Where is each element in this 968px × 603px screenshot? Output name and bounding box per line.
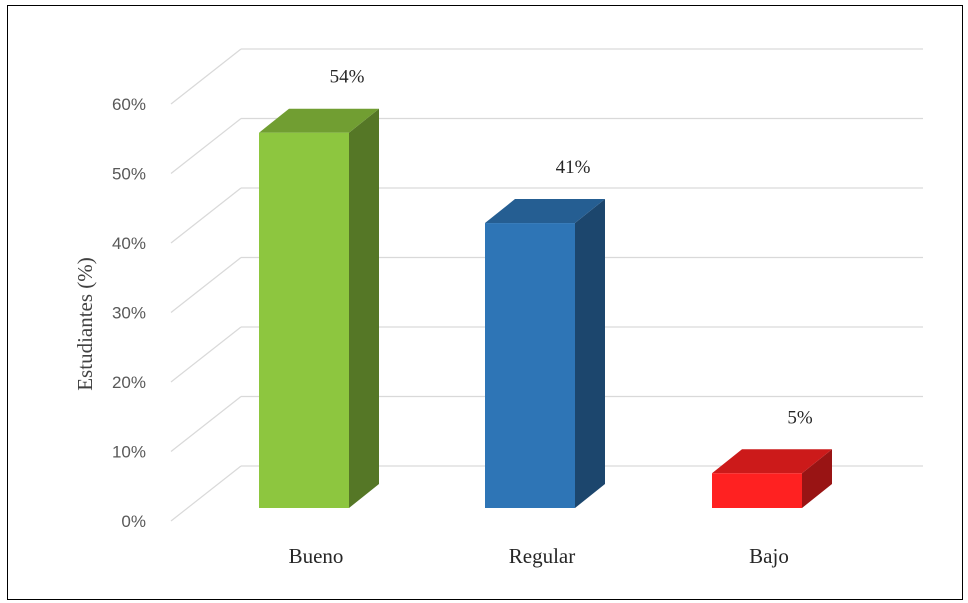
bar-top xyxy=(485,199,605,224)
category-label: Bueno xyxy=(289,544,344,568)
gridline-diagonal xyxy=(170,396,242,452)
gridline-diagonal xyxy=(170,187,242,244)
bar-side xyxy=(349,108,379,508)
gridline-diagonal xyxy=(170,48,242,105)
category-label: Regular xyxy=(509,544,575,568)
x-axis-categories: Bueno Regular Bajo xyxy=(289,544,789,568)
bar-front xyxy=(485,223,575,509)
bar-side xyxy=(802,449,832,508)
y-tick-label: 40% xyxy=(112,234,146,253)
data-label: 5% xyxy=(787,407,813,428)
y-axis-label: Estudiantes (%) xyxy=(73,257,97,391)
bar-front xyxy=(259,132,349,508)
y-tick-label: 0% xyxy=(121,512,146,531)
bars: 54% 41% 5% xyxy=(259,67,832,509)
y-tick-label: 50% xyxy=(112,165,146,184)
bar-bajo: 5% xyxy=(712,407,832,508)
bar-top xyxy=(259,108,379,133)
bar-side xyxy=(575,199,605,509)
data-label: 54% xyxy=(330,67,365,88)
chart-frame: 0% 10% 20% 30% 40% 50% 60% Estudiantes (%) 54%… xyxy=(7,5,963,600)
y-tick-label: 20% xyxy=(112,373,146,392)
gridline-diagonal xyxy=(170,465,242,522)
bar-front xyxy=(712,473,802,508)
bar-regular: 41% xyxy=(485,157,605,509)
y-tick-label: 60% xyxy=(112,95,146,114)
gridline-diagonal xyxy=(170,118,242,174)
bar-top xyxy=(712,449,832,474)
gridline-diagonal xyxy=(170,326,242,383)
y-tick-label: 10% xyxy=(112,443,146,462)
category-label: Bajo xyxy=(749,544,789,568)
data-label: 41% xyxy=(556,157,591,178)
gridline-diagonal xyxy=(170,257,242,313)
bar-chart: 0% 10% 20% 30% 40% 50% 60% Estudiantes (%) 54%… xyxy=(73,48,923,568)
bar-bueno: 54% xyxy=(259,67,379,508)
y-axis-ticks: 0% 10% 20% 30% 40% 50% 60% xyxy=(112,95,146,531)
y-tick-label: 30% xyxy=(112,304,146,323)
